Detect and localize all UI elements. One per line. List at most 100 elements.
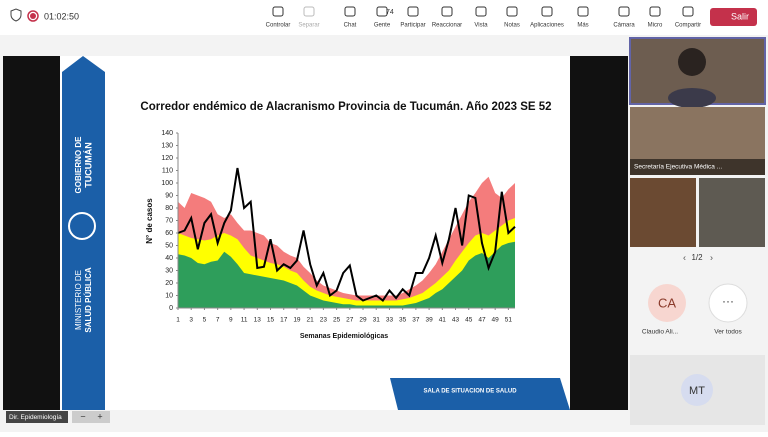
x-tick-label: 23 [320,317,328,324]
page-indicator: 1/2 [691,253,703,262]
tile-label: Secretaría Ejecutiva Médica ... [634,164,722,171]
x-tick-label: 31 [373,317,381,324]
chart-title: Corredor endémico de Alacranismo Provinc… [140,101,551,113]
y-tick-label: 70 [165,217,173,224]
y-tick-label: 120 [161,155,173,162]
record-dot [30,13,36,19]
y-tick-label: 20 [165,280,173,287]
toolbar-icon[interactable] [441,6,453,17]
x-tick-label: 49 [492,317,500,324]
shield-icon [10,8,22,22]
toolbar-icon[interactable] [541,6,553,17]
toolbar-icon[interactable] [618,6,630,17]
toolbar-icon[interactable] [475,6,487,17]
next-page[interactable]: › [710,252,713,262]
y-tick-label: 60 [165,230,173,237]
leave-button[interactable] [710,8,757,26]
x-tick-label: 43 [452,317,460,324]
y-tick-label: 0 [169,305,173,312]
zoom-in[interactable]: + [97,411,102,421]
x-tick-label: 13 [254,317,262,324]
logo [68,212,96,240]
x-tick-label: 33 [386,317,394,324]
y-tick-label: 10 [165,292,173,299]
toolbar-label[interactable]: Separar [298,23,319,29]
gov-line2: TUCUMÁN [83,142,93,188]
toolbar-label[interactable]: Compartir [675,23,701,29]
toolbar-label[interactable]: Micro [648,23,663,29]
video-tile[interactable] [630,178,696,247]
ribbon [62,56,105,410]
ministry-line2: SALUD PÚBLICA [84,267,93,333]
zoom-controls[interactable] [72,411,110,423]
see-all-label[interactable]: Ver todos [714,329,742,336]
data-area [178,241,515,308]
banner-text: SALA DE SITUACION DE SALUD [423,389,517,395]
prev-page[interactable]: ‹ [683,252,686,262]
toolbar-icon[interactable] [506,6,518,17]
toolbar-label[interactable]: Participar [400,23,425,29]
video-tile[interactable] [699,178,765,247]
participant-name: Claudio Ali... [642,329,678,336]
toolbar-label[interactable]: Controlar [266,23,291,29]
toolbar-icon[interactable] [649,6,661,17]
data-line [177,167,516,302]
x-tick-label: 1 [176,317,180,324]
x-tick-label: 7 [216,317,220,324]
y-tick-label: 50 [165,242,173,249]
x-tick-label: 5 [203,317,207,324]
toolbar-icon[interactable] [303,6,315,17]
y-tick-label: 90 [165,192,173,199]
people-count: 74 [386,9,394,16]
toolbar-label[interactable]: Aplicaciones [530,23,564,29]
toolbar-icon[interactable] [344,6,356,17]
person [668,88,716,108]
toolbar-icon[interactable] [272,6,284,17]
y-tick-label: 130 [161,142,173,149]
leave-label[interactable]: Salir [731,11,749,21]
toolbar-label[interactable]: Chat [344,23,357,29]
toolbar-label[interactable]: Gente [374,23,391,29]
ministry-line1: MINISTERIO DE [74,270,83,330]
y-tick-label: 140 [161,130,173,137]
x-tick-label: 35 [399,317,407,324]
x-tick-label: 45 [465,317,473,324]
toolbar-icon[interactable] [682,6,694,17]
presenter-bg [6,411,68,423]
banner [390,378,570,410]
x-tick-label: 19 [293,317,301,324]
x-tick-label: 11 [241,317,248,324]
x-tick-label: 17 [280,317,288,324]
toolbar-label[interactable]: Notas [504,23,520,29]
x-tick-label: 15 [267,317,275,324]
see-all-button[interactable] [708,283,748,323]
toolbar-label[interactable]: Más [577,23,588,29]
top-bar [0,0,768,35]
toolbar-label[interactable]: Vista [474,23,488,29]
avatar[interactable] [648,284,686,322]
toolbar-label[interactable]: Reaccionar [432,23,462,29]
x-tick-label: 9 [229,317,233,324]
toolbar-icon[interactable] [376,6,388,17]
x-tick-label: 3 [189,317,193,324]
more-icon: ··· [722,294,734,308]
avatar-initials: CA [658,295,676,310]
avatar [681,374,713,406]
y-tick-label: 110 [162,167,173,174]
toolbar-icon[interactable] [407,6,419,17]
x-tick-label: 41 [439,317,447,324]
x-tick-label: 25 [333,317,341,324]
avatar-initials: MT [689,385,705,397]
y-tick-label: 100 [161,180,173,187]
y-tick-label: 30 [165,267,173,274]
toolbar-label[interactable]: Cámara [613,23,635,29]
toolbar-icon[interactable] [577,6,589,17]
gov-line1: GOBIERNO DE [74,136,83,194]
zoom-out[interactable]: − [80,411,85,421]
x-tick-label: 37 [412,317,420,324]
x-tick-label: 27 [346,317,354,324]
x-axis-label: Semanas Epidemiológicas [300,333,388,340]
x-tick-label: 51 [505,317,513,324]
tile-label-bg [630,159,765,175]
